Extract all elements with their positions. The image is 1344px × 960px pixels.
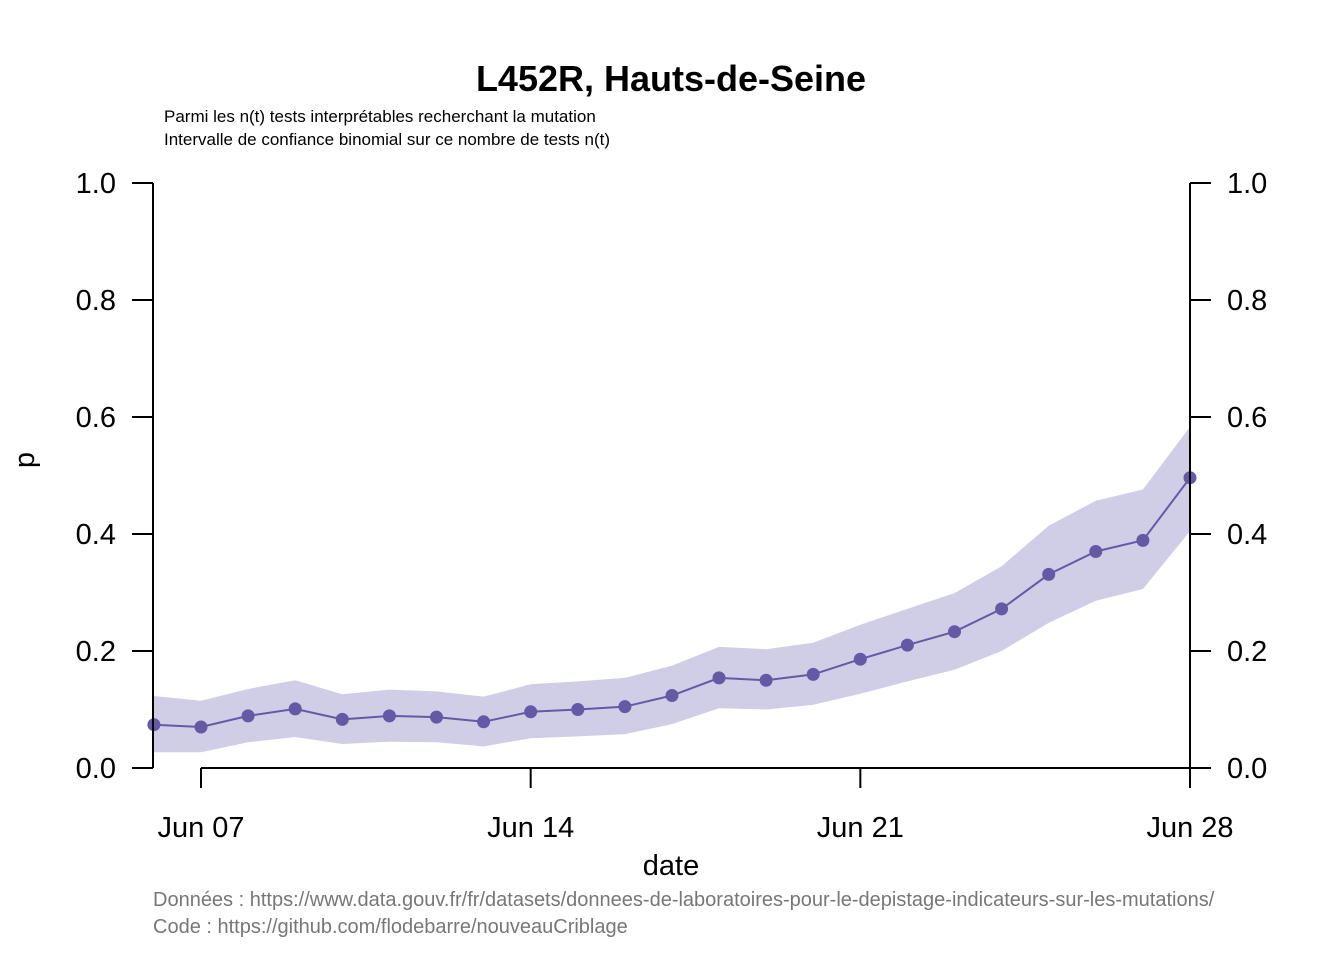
y-tick-label-left: 0.6 xyxy=(76,402,116,434)
y-tick-label-right: 0.4 xyxy=(1227,519,1267,551)
x-tick-label: Jun 07 xyxy=(157,812,244,844)
footer-code-source: Code : https://github.com/flodebarre/nou… xyxy=(153,916,628,938)
data-point-2021-06-13 xyxy=(477,715,491,729)
data-point-2021-06-22 xyxy=(900,638,914,652)
data-point-2021-06-09 xyxy=(288,702,302,716)
y-tick-label-left: 1.0 xyxy=(76,168,116,200)
footer-data-source: Données : https://www.data.gouv.fr/fr/da… xyxy=(153,889,1215,911)
chart-title: L452R, Hauts-de-Seine xyxy=(476,58,866,99)
y-tick-label-right: 0.0 xyxy=(1227,753,1267,785)
x-tick-label: Jun 21 xyxy=(817,812,904,844)
data-point-2021-06-23 xyxy=(948,625,961,639)
data-point-2021-06-26 xyxy=(1089,545,1103,558)
y-tick-label-right: 0.8 xyxy=(1227,285,1267,317)
data-point-2021-06-16 xyxy=(618,700,632,714)
data-point-2021-06-08 xyxy=(241,709,255,723)
data-point-2021-06-21 xyxy=(853,652,867,666)
axes xyxy=(152,183,1191,769)
data-point-2021-06-27 xyxy=(1136,533,1150,547)
data-point-2021-06-19 xyxy=(759,673,773,687)
data-point-2021-06-12 xyxy=(430,710,443,724)
x-tick-label: Jun 28 xyxy=(1146,812,1233,844)
y-tick-label-left: 0.0 xyxy=(76,753,116,785)
data-point-2021-06-20 xyxy=(806,667,820,681)
y-tick-label-right: 0.2 xyxy=(1227,636,1267,668)
data-point-2021-06-24 xyxy=(995,602,1009,616)
confidence-band xyxy=(153,426,1190,753)
data-point-2021-06-10 xyxy=(335,712,349,726)
y-tick-label-right: 0.6 xyxy=(1227,402,1267,434)
x-tick-label: Jun 14 xyxy=(487,812,574,844)
data-point-2021-06-17 xyxy=(665,689,679,702)
data-point-2021-06-14 xyxy=(524,705,538,719)
y-tick-label-right: 1.0 xyxy=(1227,168,1267,200)
data-point-2021-06-18 xyxy=(712,671,726,685)
data-point-2021-06-07 xyxy=(194,720,208,734)
chart-subtitle-line-1: Parmi les n(t) tests interprétables rech… xyxy=(164,107,596,126)
y-axis-label: p xyxy=(9,452,41,468)
data-point-2021-06-25 xyxy=(1042,567,1056,581)
y-tick-label-left: 0.4 xyxy=(76,519,116,551)
data-point-2021-06-11 xyxy=(382,709,396,723)
y-tick-label-left: 0.2 xyxy=(76,636,116,668)
confidence-band-layer xyxy=(153,426,1190,753)
data-point-2021-06-15 xyxy=(571,703,585,716)
y-ticks: 0.0 0.0 0.2 0.2 0.4 0.4 0.6 0.6 0.8 0.8 1.0 1.0 xyxy=(76,168,1268,785)
y-tick-label-left: 0.8 xyxy=(76,285,116,317)
x-ticks: Jun 07 Jun 14 Jun 21 Jun 28 xyxy=(157,768,1234,844)
x-axis-label: date xyxy=(643,850,699,882)
chart-subtitle-line-2: Intervalle de confiance binomial sur ce … xyxy=(164,130,610,149)
